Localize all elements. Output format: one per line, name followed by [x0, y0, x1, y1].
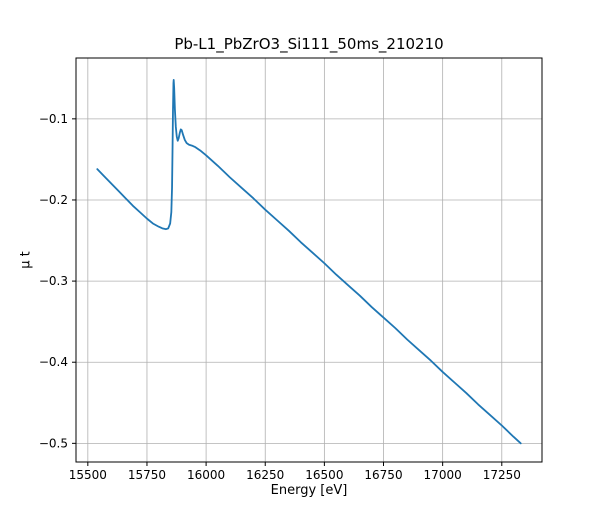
chart-title: Pb-L1_PbZrO3_Si111_50ms_210210: [174, 35, 444, 53]
data-line: [96, 79, 522, 445]
x-axis-label: Energy [eV]: [270, 483, 348, 498]
y-tick-label: −0.3: [39, 274, 68, 288]
x-tick-label: 17000: [424, 468, 462, 482]
x-tick-label: 15750: [128, 468, 166, 482]
y-tick-label: −0.5: [39, 436, 68, 450]
y-axis-label: μ t: [18, 251, 34, 269]
axes-spines: [75, 57, 543, 463]
x-tick-label: 16250: [246, 468, 284, 482]
y-tick-label: −0.4: [39, 355, 68, 369]
x-tick-label: 15500: [69, 468, 107, 482]
y-tick-label: −0.1: [39, 112, 68, 126]
x-tick-label: 16500: [305, 468, 343, 482]
y-tick-label: −0.2: [39, 193, 68, 207]
x-tick-label: 16000: [187, 468, 225, 482]
plot-area: [76, 58, 542, 462]
x-tick-label: 16750: [364, 468, 402, 482]
x-tick-label: 17250: [483, 468, 521, 482]
